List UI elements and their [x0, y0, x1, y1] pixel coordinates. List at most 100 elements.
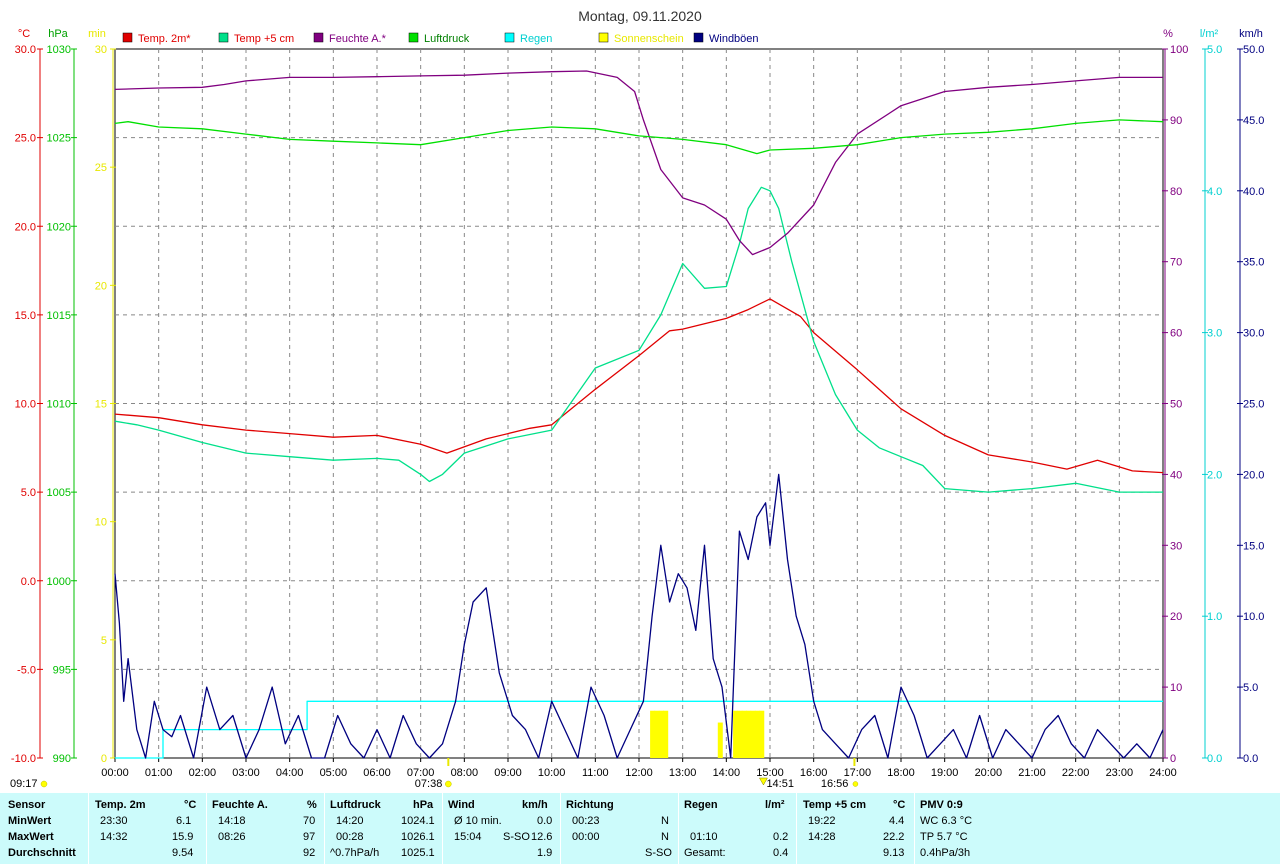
humidity-min: 70	[303, 815, 316, 827]
temp5-max-time: 14:28	[808, 831, 836, 843]
legend-label: Luftdruck	[424, 33, 470, 45]
humidity-axis-tick-label: 20	[1170, 611, 1182, 623]
humidity-min-time: 14:18	[218, 815, 246, 827]
x-tick-label: 03:00	[232, 767, 260, 779]
temp5-min-time: 19:22	[808, 815, 836, 827]
sunset-label: 16:56	[821, 778, 849, 790]
legend-label: Windböen	[709, 33, 759, 45]
sunshine-bar	[650, 710, 656, 758]
temp5-min: 4.4	[889, 815, 905, 827]
sunrise-icon	[445, 780, 452, 788]
wind-max-dir: S-SO	[503, 831, 530, 843]
wind-min: 0.0	[537, 815, 553, 827]
sun-axis-tick-label: 5	[101, 635, 107, 647]
legend-label: Feuchte A.*	[329, 33, 387, 45]
sunshine-bar	[750, 710, 756, 758]
wind-axis-tick-label: 40.0	[1243, 186, 1264, 198]
pressure-avg: 1025.1	[401, 847, 435, 859]
x-tick-label: 06:00	[363, 767, 391, 779]
x-tick-label: 17:00	[844, 767, 872, 779]
temp2m-min-time: 23:30	[100, 815, 128, 827]
legend-label: Regen	[520, 33, 552, 45]
wind-avg: 1.9	[537, 847, 553, 859]
sunshine-bar	[737, 710, 743, 758]
sun-unit-label: min	[88, 28, 106, 40]
temp-axis-tick-label: 0.0	[21, 576, 36, 588]
direction-title: Richtung	[566, 799, 614, 811]
wind-unit: km/h	[522, 799, 548, 811]
feuchte-a-line	[114, 70, 1163, 256]
rain-axis-tick-label: 5.0	[1207, 44, 1222, 56]
x-tick-label: 14:00	[713, 767, 741, 779]
pressure-axis-tick-label: 1010	[47, 399, 71, 411]
pressure-axis-tick-label: 1015	[47, 310, 71, 322]
temp-axis-tick-label: 10.0	[15, 399, 36, 411]
legend-swatch	[408, 32, 419, 43]
wind-max: 12.6	[531, 831, 553, 843]
humidity-max: 97	[303, 831, 316, 843]
wind-max-time: 15:04	[454, 831, 482, 843]
humidity-axis-tick-label: 40	[1170, 469, 1182, 481]
sun-axis-tick-label: 30	[95, 44, 107, 56]
legend: Temp. 2m* Temp +5 cm Feuchte A.* Luftdruck R…	[122, 32, 759, 45]
temp-axis-tick-label: -5.0	[17, 664, 36, 676]
sun-axis-tick-label: 20	[95, 280, 107, 292]
legend-label: Temp. 2m*	[138, 33, 191, 45]
rain-axis-tick-label: 3.0	[1207, 328, 1222, 340]
humidity-title: Feuchte A.	[212, 799, 268, 811]
direction-avg: S-SO	[645, 847, 672, 859]
x-tick-label: 22:00	[1062, 767, 1090, 779]
wind-min-label: Ø 10 min.	[454, 815, 502, 827]
x-tick-label: 18:00	[887, 767, 915, 779]
temp-axis-tick-label: -10.0	[11, 753, 36, 765]
temp-2m-line	[114, 298, 1164, 474]
wind-axis-tick-label: 35.0	[1243, 257, 1264, 269]
pressure-axis-tick-label: 1020	[47, 221, 71, 233]
temp2m-min: 6.1	[176, 815, 192, 827]
rain-max-time: 01:10	[690, 831, 718, 843]
pressure-axis-tick-label: 1005	[47, 487, 71, 499]
rain-total-label: Gesamt:	[684, 847, 726, 859]
axes: 30.025.020.015.010.05.00.0-5.0-10.010301…	[11, 44, 1265, 779]
humidity-unit-label: %	[1163, 28, 1173, 40]
rain-unit-label: l/m²	[1200, 28, 1219, 40]
sunshine-bar	[759, 710, 765, 758]
rain-axis-tick-label: 0.0	[1207, 753, 1222, 765]
pressure-unit-label: hPa	[48, 28, 68, 40]
legend-swatch	[218, 32, 229, 43]
humidity-axis-tick-label: 50	[1170, 399, 1182, 411]
sunshine-bar	[733, 710, 739, 758]
stats-row-label: MaxWert	[8, 831, 54, 843]
sunset-icon	[852, 781, 859, 787]
start-time-label: 09:17	[10, 778, 38, 790]
pressure-axis-tick-label: 990	[53, 753, 71, 765]
temp5-unit: °C	[893, 799, 906, 811]
stats-row-label: MinWert	[8, 815, 52, 827]
pressure-axis-tick-label: 1025	[47, 133, 71, 145]
sunshine-bar	[746, 710, 752, 758]
x-tick-label: 02:00	[189, 767, 217, 779]
pressure-min-time: 14:20	[336, 815, 364, 827]
solar-noon-label: 14:51	[766, 778, 794, 790]
windb-en-line	[114, 473, 1164, 759]
pmv-tp: TP 5.7 °C	[920, 831, 968, 843]
x-tick-label: 21:00	[1018, 767, 1046, 779]
rain-axis-tick-label: 2.0	[1207, 469, 1222, 481]
x-tick-label: 05:00	[320, 767, 348, 779]
pmv-wc: WC 6.3 °C	[920, 815, 973, 827]
humidity-axis-tick-label: 10	[1170, 682, 1182, 694]
x-tick-label: 24:00	[1149, 767, 1177, 779]
sunshine-bar	[654, 710, 660, 758]
temp-axis-tick-label: 15.0	[15, 310, 36, 322]
legend-swatch	[693, 32, 704, 43]
sun-axis-tick-label: 15	[95, 399, 107, 411]
humidity-axis-tick-label: 60	[1170, 328, 1182, 340]
x-tick-label: 20:00	[975, 767, 1003, 779]
humidity-avg: 92	[303, 847, 316, 859]
rain-unit: l/m²	[765, 799, 785, 811]
temp5-max: 22.2	[883, 831, 905, 843]
pressure-axis-tick-label: 1000	[47, 576, 71, 588]
pmv-title: PMV 0:9	[920, 799, 963, 811]
temp-axis-tick-label: 25.0	[15, 133, 36, 145]
pressure-trend: ^0.7hPa/h	[330, 847, 380, 859]
